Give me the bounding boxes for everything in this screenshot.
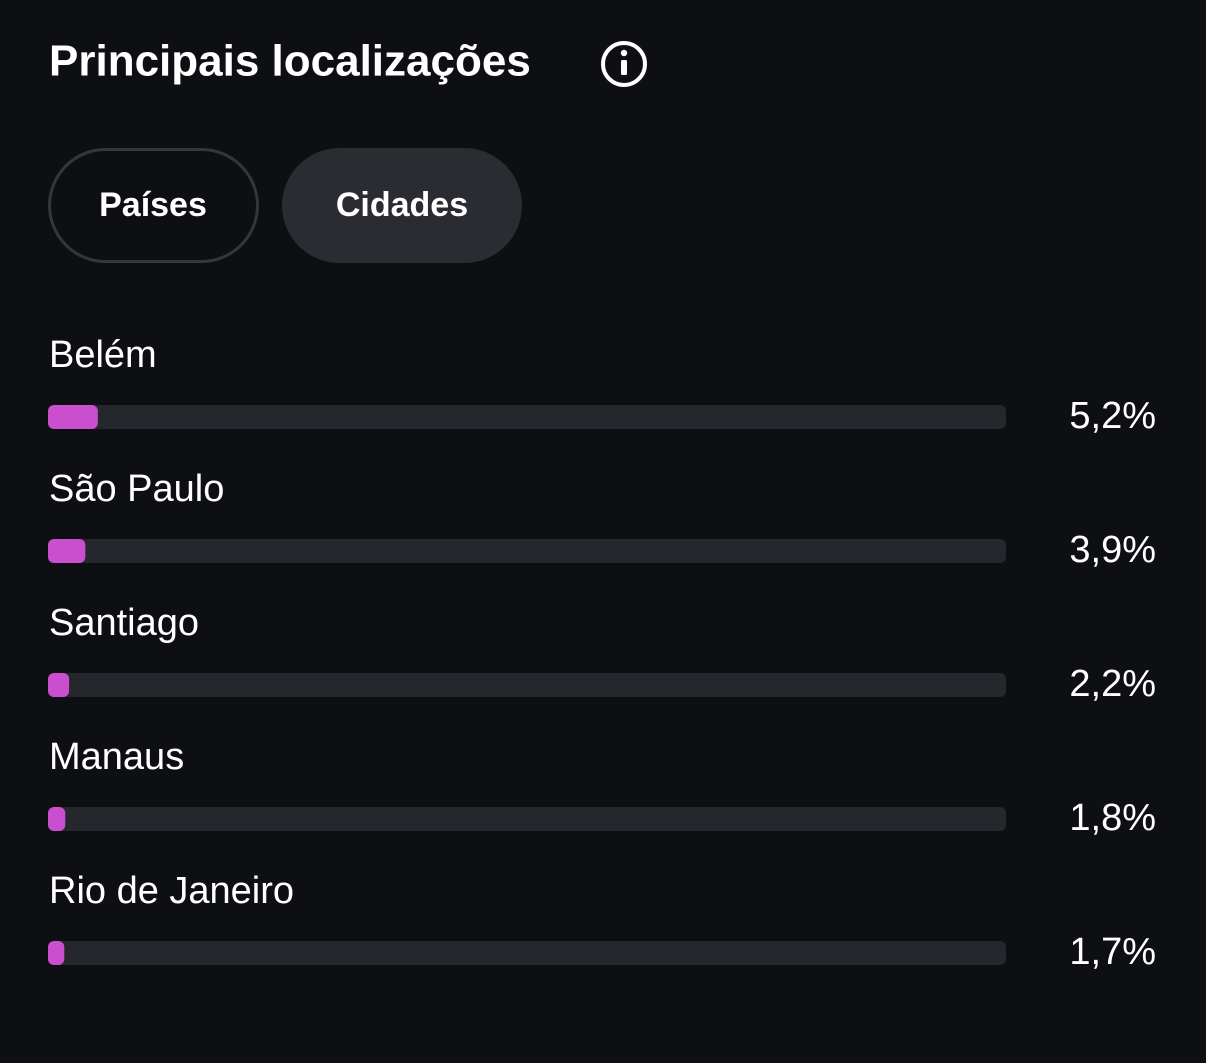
info-circle <box>601 41 647 87</box>
bar-track <box>48 807 1006 831</box>
value-label: 5,2% <box>1069 395 1156 437</box>
bar <box>48 673 70 697</box>
info-icon[interactable] <box>601 41 647 87</box>
tab-countries[interactable]: Países <box>48 148 259 263</box>
value-label: 2,2% <box>1069 663 1156 705</box>
bar <box>48 405 98 429</box>
category-label: Belém <box>49 334 157 376</box>
bar-track <box>48 673 1006 697</box>
bar <box>48 539 86 563</box>
tab-label: Cidades <box>336 186 468 224</box>
value-label: 3,9% <box>1069 529 1156 571</box>
tab-cities[interactable]: Cidades <box>282 148 522 263</box>
title: Principais localizações <box>49 37 531 86</box>
category-label: São Paulo <box>49 468 224 510</box>
category-label: Manaus <box>49 736 184 778</box>
tab-outline <box>48 148 259 263</box>
value-label: 1,7% <box>1069 931 1156 973</box>
info-bar <box>621 60 627 75</box>
tab-fill <box>282 148 522 263</box>
bar-track <box>48 941 1006 965</box>
category-label: Santiago <box>49 602 199 644</box>
value-label: 1,8% <box>1069 797 1156 839</box>
bar-track <box>48 405 1006 429</box>
bar-track <box>48 539 1006 563</box>
tab-label: Países <box>99 186 207 224</box>
bar <box>48 941 65 965</box>
category-label: Rio de Janeiro <box>49 870 294 912</box>
info-dot <box>620 49 628 57</box>
bar <box>48 807 66 831</box>
